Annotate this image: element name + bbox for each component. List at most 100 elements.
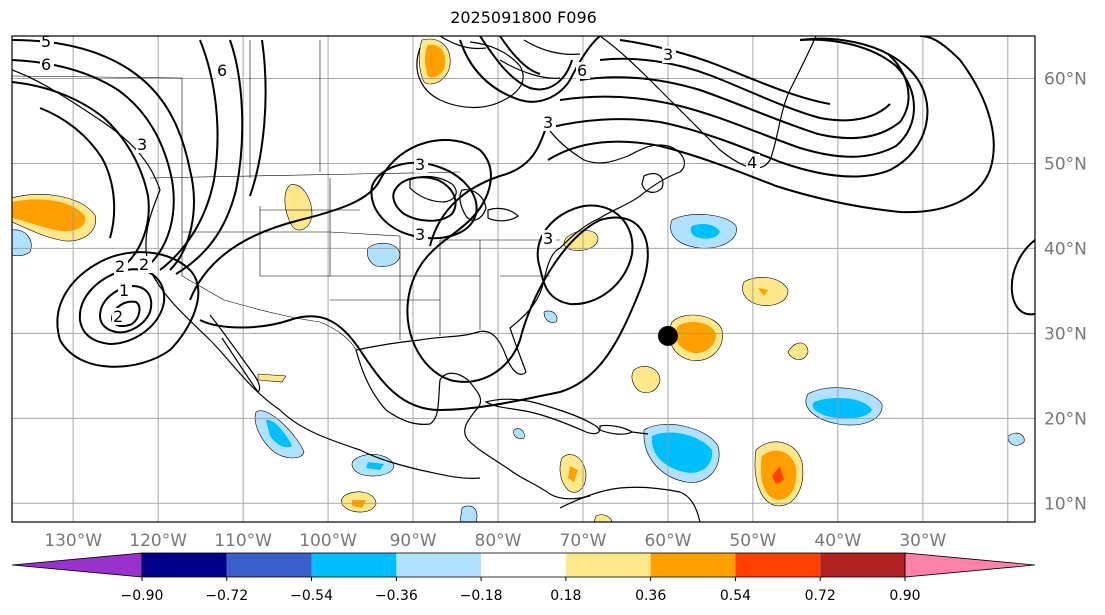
coastlines xyxy=(12,36,817,522)
positive-anomaly-region xyxy=(787,342,809,360)
negative-anomaly-region xyxy=(12,229,32,257)
contour-label-bg xyxy=(112,308,126,325)
contour-label: 1 xyxy=(119,281,129,300)
contour-label-bg xyxy=(40,36,54,50)
colorbar-tick-label: −0.72 xyxy=(205,588,248,604)
longitude-label: 70°W xyxy=(560,531,607,551)
contour-label-bg xyxy=(414,226,428,243)
contour-label-bg xyxy=(136,136,150,153)
contour-label: 6 xyxy=(577,61,587,80)
negative-anomaly-region xyxy=(366,242,401,267)
positive-anomaly-core xyxy=(352,500,366,508)
colorbar-segment xyxy=(481,553,566,577)
positive-anomaly-region xyxy=(593,514,613,522)
contour-label-bg xyxy=(414,156,428,173)
latitude-label: 60°N xyxy=(1044,69,1087,89)
contour-label: 3 xyxy=(415,155,425,174)
colorbar-tick-label: 0.90 xyxy=(889,588,920,604)
map-title: 2025091800 F096 xyxy=(450,8,597,27)
longitude-label: 30°W xyxy=(899,531,946,551)
colorbar xyxy=(11,552,1036,578)
negative-anomaly-core xyxy=(812,397,872,419)
longitude-label: 120°W xyxy=(129,531,187,551)
positive-anomaly-core xyxy=(568,466,578,482)
positive-anomaly-core xyxy=(758,288,768,296)
latitude-label: 50°N xyxy=(1044,154,1087,174)
colorbar-segment xyxy=(735,553,821,577)
positive-anomaly-core xyxy=(425,44,446,78)
colorbar-tick-label: 0.72 xyxy=(805,588,836,604)
longitude-label: 40°W xyxy=(814,531,861,551)
contour-label: 3 xyxy=(415,225,425,244)
graticule xyxy=(12,36,1035,522)
contour-label: 6 xyxy=(217,61,227,80)
latitude-label: 20°N xyxy=(1044,409,1087,429)
longitude-label: 80°W xyxy=(475,531,522,551)
colorbar-segment xyxy=(311,553,397,577)
positive-anomaly-region xyxy=(631,366,661,393)
colorbar-tick-label: −0.18 xyxy=(460,588,503,604)
longitude-label: 90°W xyxy=(390,531,437,551)
contour-label: 3 xyxy=(543,229,553,248)
contour-label: 2 xyxy=(113,307,123,326)
longitude-label: 50°W xyxy=(729,531,776,551)
contour-label: 6 xyxy=(41,55,51,74)
contour-label-bg xyxy=(114,258,128,275)
anomaly-shading xyxy=(12,38,1025,522)
contour-label: 2 xyxy=(115,257,125,276)
colorbar-extend-min xyxy=(11,552,143,578)
latitude-label: 30°N xyxy=(1044,324,1087,344)
contour-label-bg xyxy=(138,256,152,273)
positive-anomaly-core xyxy=(12,199,86,232)
colorbar-tick-labels: −0.90 −0.72 −0.54 −0.36 −0.18 0.18 0.36 0.54 0.7… xyxy=(121,577,921,604)
contour-label: 3 xyxy=(137,135,147,154)
colorbar-tick-label: 0.36 xyxy=(635,588,666,604)
strong-positive-core xyxy=(772,466,784,484)
contour-label-bg xyxy=(216,62,230,79)
colorbar-tick-label: 0.18 xyxy=(550,588,581,604)
negative-anomaly-core xyxy=(651,432,713,473)
longitude-label: 130°W xyxy=(44,531,102,551)
negative-anomaly-core xyxy=(266,419,292,448)
colorbar-extend-max xyxy=(904,552,1036,578)
colorbar-tick-label: 0.54 xyxy=(720,588,751,604)
negative-anomaly-region xyxy=(513,428,525,439)
latitude-label: 10°N xyxy=(1044,494,1087,514)
colorbar-outline xyxy=(141,552,906,578)
contour-label-bg xyxy=(746,154,760,171)
negative-anomaly-core xyxy=(690,224,720,239)
latitude-labels: 60°N 50°N 40°N 30°N 20°N 10°N xyxy=(1044,69,1087,514)
longitude-label: 110°W xyxy=(214,531,272,551)
colorbar-tick-label: −0.36 xyxy=(375,588,418,604)
colorbar-tick-label: −0.90 xyxy=(121,588,164,604)
colorbar-segment xyxy=(820,553,905,577)
contour-label-bg xyxy=(118,282,132,299)
contour-label-bg xyxy=(40,56,54,73)
negative-anomaly-core xyxy=(366,462,384,470)
colorbar-segment xyxy=(142,553,227,577)
storm-center-marker xyxy=(657,325,678,346)
latitude-label: 40°N xyxy=(1044,239,1087,259)
contour-label: 4 xyxy=(747,153,757,172)
colorbar-segment xyxy=(650,553,736,577)
contour-label-bg xyxy=(576,62,590,79)
colorbar-segment xyxy=(565,553,651,577)
longitude-label: 60°W xyxy=(644,531,691,551)
height-contours xyxy=(12,36,1035,412)
positive-anomaly-core xyxy=(675,321,716,354)
contour-label-bg xyxy=(542,230,556,247)
negative-anomaly-region xyxy=(459,505,478,522)
map-frame xyxy=(11,35,1036,523)
contour-label: 5 xyxy=(41,32,51,51)
longitude-label: 100°W xyxy=(299,531,357,551)
contour-label-bg xyxy=(662,46,676,63)
contour-label: 2 xyxy=(139,255,149,274)
longitude-labels: 130°W 120°W 110°W 100°W 90°W 80°W 70°W 60°W 50°W… xyxy=(44,531,946,551)
contour-label: 3 xyxy=(543,113,553,132)
negative-anomaly-region xyxy=(543,310,558,323)
colorbar-tick-label: −0.54 xyxy=(290,588,333,604)
colorbar-segment xyxy=(226,553,312,577)
